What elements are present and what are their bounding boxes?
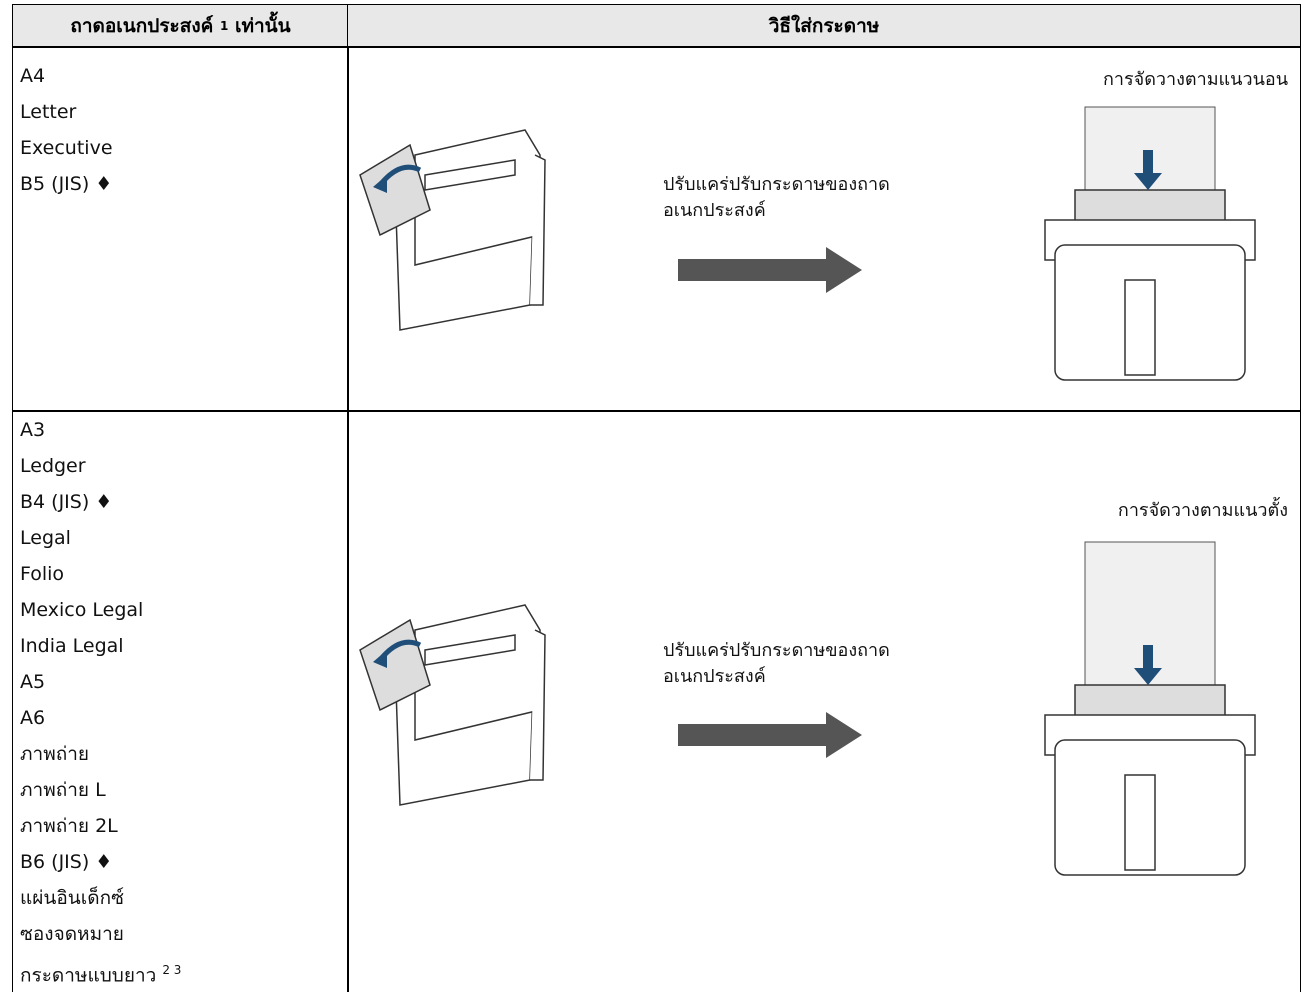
instruction-line: อเนกประสงค์ [663, 200, 766, 221]
cell [12, 46, 349, 412]
orientation-label: การจัดวางตามแนวตั้ง [1117, 500, 1288, 521]
size-item: Ledger [20, 455, 86, 477]
header-text: ถาดอเนกประสงค์ [70, 15, 214, 37]
size-item: ภาพถ่าย L [20, 779, 106, 801]
size-item: Letter [20, 101, 77, 123]
size-text: กระดาษแบบยาว [20, 964, 157, 987]
instruction-line: อเนกประสงค์ [663, 666, 766, 687]
size-item: A6 [20, 707, 46, 729]
size-item: B4 (JIS) ♦ [20, 491, 113, 513]
paper-illustration [1044, 106, 1256, 381]
size-item: แผ่นอินเด็กซ์ [20, 887, 124, 909]
size-list: A3 Ledger B4 (JIS) ♦ Legal Folio Mexico Legal… [20, 412, 181, 992]
header-text: เท่านั้น [234, 15, 291, 37]
size-item: Executive [20, 137, 113, 159]
cell [347, 410, 1301, 992]
size-item: Folio [20, 563, 65, 585]
paper-illustration [1044, 541, 1256, 876]
size-item: Legal [20, 527, 71, 549]
size-item: B5 (JIS) ♦ [20, 173, 113, 195]
instruction: ปรับแคร่ปรับกระดาษของถาดอเนกประสงค์ [663, 638, 890, 690]
orientation-label: การจัดวางตามแนวนอน [1102, 69, 1288, 90]
footnote: 1 [219, 19, 229, 33]
printer-illustration [359, 604, 546, 806]
arrow [678, 247, 862, 293]
size-list: A4 Letter Executive B5 (JIS) ♦ [20, 58, 113, 202]
size-item: A3 [20, 419, 46, 441]
instruction-line: ปรับแคร่ปรับกระดาษของถาด [663, 174, 890, 195]
instruction: ปรับแคร่ปรับกระดาษของถาดอเนกประสงค์ [663, 172, 890, 224]
size-item: Mexico Legal [20, 599, 144, 621]
size-item: India Legal [20, 635, 124, 657]
size-item: ภาพถ่าย 2L [20, 815, 118, 837]
footnote: 2 3 [162, 963, 182, 977]
header-sizes: ถาดอเนกประสงค์ 1 เท่านั้น [12, 4, 349, 48]
arrow [678, 712, 862, 758]
size-item: A5 [20, 671, 46, 693]
size-item: B6 (JIS) ♦ [20, 851, 113, 873]
size-item: กระดาษแบบยาว 2 3 [20, 952, 181, 992]
printer-illustration [359, 129, 546, 331]
header-method: วิธีใส่กระดาษ [347, 4, 1301, 48]
cell [347, 46, 1301, 412]
instruction-line: ปรับแคร่ปรับกระดาษของถาด [663, 640, 890, 661]
size-item: ภาพถ่าย [20, 743, 90, 765]
size-item: ซองจดหมาย [20, 923, 124, 945]
size-item: A4 [20, 65, 46, 87]
cell [12, 410, 349, 992]
